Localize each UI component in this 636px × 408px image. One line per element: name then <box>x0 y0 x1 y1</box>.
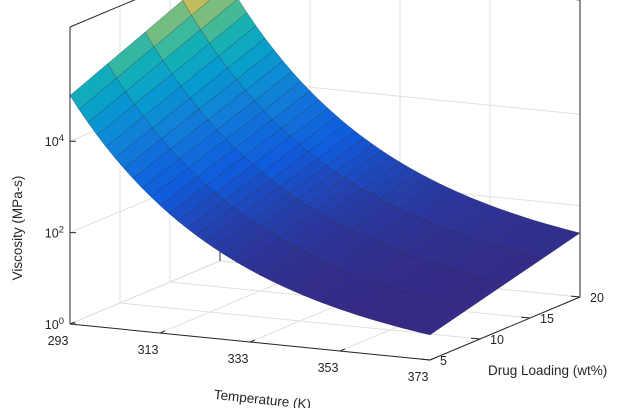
z-tick-label: 104 <box>45 133 64 150</box>
y-tick-label: 15 <box>540 312 554 326</box>
x-tick-mark <box>159 330 166 334</box>
x-tick-mark <box>339 348 346 352</box>
surface-mesh <box>69 0 581 336</box>
x-tick-label: 353 <box>318 361 339 375</box>
x-tick-label: 373 <box>408 370 429 384</box>
grid-line <box>69 260 221 325</box>
tick-labels: 293 313 333 353 373 5 10 15 20 100 102 104 <box>45 133 604 384</box>
y-tick-label: 10 <box>490 333 504 347</box>
x-tick-mark <box>249 339 256 343</box>
x-tick-label: 333 <box>228 352 249 366</box>
y-tick-mark <box>520 316 531 319</box>
y-tick-label: 5 <box>440 354 447 368</box>
axis-edge <box>69 0 136 28</box>
axis-edge <box>429 296 581 361</box>
z-tick-label: 102 <box>45 224 64 241</box>
y-tick-mark <box>470 337 481 340</box>
grid-line <box>119 302 481 340</box>
y-tick-label: 20 <box>590 291 604 305</box>
x-tick-mark <box>429 357 436 361</box>
z-axis-label: Viscosity (MPa-s) <box>10 176 25 281</box>
y-tick-mark <box>570 295 581 298</box>
x-axis-label: Temperature (K) <box>213 387 312 408</box>
y-tick-mark <box>420 358 431 361</box>
x-tick-label: 313 <box>138 343 159 357</box>
z-tick-label: 100 <box>45 316 64 333</box>
y-axis-label: Drug Loading (wt%) <box>488 363 607 378</box>
surface-patch <box>420 306 469 336</box>
x-tick-label: 293 <box>48 334 69 348</box>
